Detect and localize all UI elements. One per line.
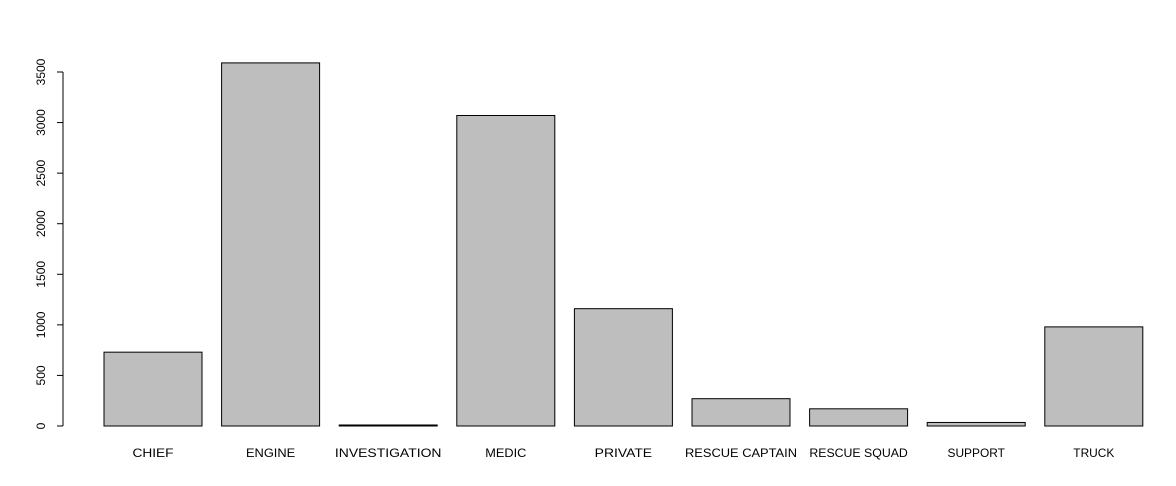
x-tick-label: RESCUE SQUAD	[809, 446, 908, 460]
bar-rescue-squad	[809, 408, 909, 427]
x-tick-label: PRIVATE	[595, 446, 652, 460]
y-tick-label: 0	[34, 422, 48, 429]
category-labels: CHIEF ENGINE INVESTIGATION MEDIC PRIVATE RESC…	[133, 446, 1115, 460]
bar-rescue-captain	[691, 398, 791, 427]
y-axis: 0 500 1000 1500 2000 2500 3000 3500	[34, 58, 64, 429]
x-tick-label: ENGINE	[246, 446, 295, 460]
y-tick-label: 3500	[34, 58, 48, 85]
bar-investigation	[338, 424, 438, 427]
bar-truck	[1044, 326, 1144, 427]
y-tick-label: 2000	[34, 210, 48, 237]
x-tick-label: TRUCK	[1073, 446, 1114, 460]
x-tick-label: INVESTIGATION	[335, 446, 442, 460]
x-tick-label: CHIEF	[133, 446, 174, 460]
x-tick-label: MEDIC	[485, 446, 526, 460]
bar-medic	[456, 114, 556, 427]
bars	[103, 62, 1144, 427]
y-tick-label: 500	[34, 365, 48, 385]
x-tick-label: SUPPORT	[948, 446, 1006, 460]
bar-chief	[103, 351, 203, 427]
bar-private	[573, 308, 673, 427]
y-tick-label: 3000	[34, 109, 48, 136]
x-tick-label: RESCUE CAPTAIN	[685, 446, 797, 460]
bar-support	[926, 421, 1026, 427]
y-tick-label: 2500	[34, 159, 48, 186]
bar-engine	[221, 62, 321, 427]
y-tick-label: 1500	[34, 261, 48, 288]
y-tick-label: 1000	[34, 311, 48, 338]
